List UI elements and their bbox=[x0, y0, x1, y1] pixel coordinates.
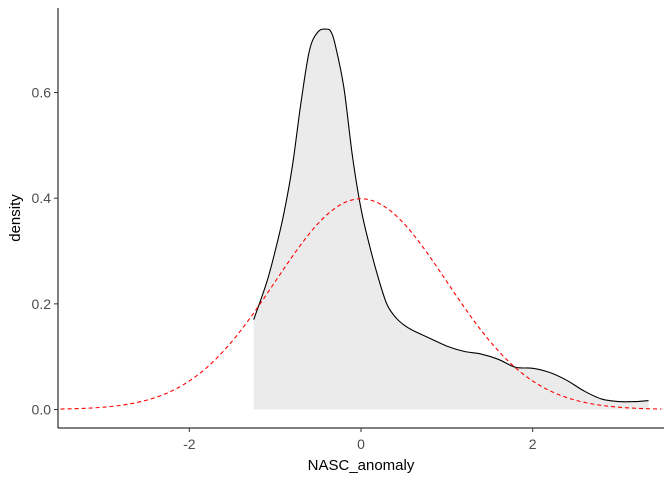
y-tick-label: 0.0 bbox=[32, 402, 52, 418]
x-tick-label: -2 bbox=[183, 436, 196, 452]
x-tick-label: 2 bbox=[529, 436, 537, 452]
density-line-layer bbox=[60, 28, 662, 410]
density-fill-layer bbox=[253, 29, 649, 410]
x-tick-label: 0 bbox=[357, 436, 365, 452]
tick-layer: -2 0 2 0.0 0.2 0.4 0.6 bbox=[32, 85, 537, 452]
y-tick-label: 0.4 bbox=[32, 190, 52, 206]
density-area bbox=[253, 29, 649, 410]
y-axis-title: density bbox=[7, 194, 24, 242]
y-tick-label: 0.2 bbox=[32, 296, 52, 312]
normal-reference-curve bbox=[60, 198, 662, 410]
x-axis-title: NASC_anomaly bbox=[308, 457, 415, 474]
density-curve bbox=[253, 28, 649, 403]
y-tick-label: 0.6 bbox=[32, 85, 52, 101]
